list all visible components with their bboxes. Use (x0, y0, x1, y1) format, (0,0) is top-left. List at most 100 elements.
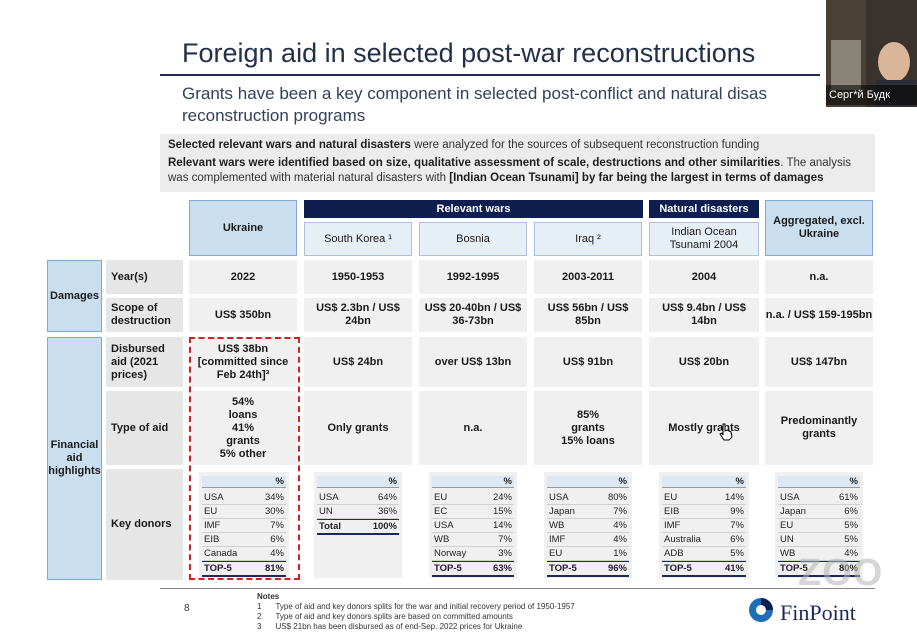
note-item: 1 Type of aid and key donors splits for t… (257, 602, 575, 611)
cell-type-tsunami: Mostly grants (649, 391, 759, 465)
cell-years-ukraine: 2022 (189, 260, 297, 294)
cell-disbursed-iraq: US$ 91bn (534, 337, 642, 387)
donor-row: IMF 7% (202, 520, 286, 533)
cell-type-south-korea: Only grants (304, 391, 412, 465)
intro-box: Selected relevant wars and natural disas… (160, 134, 875, 192)
finpoint-mark-icon (748, 597, 774, 628)
donor-pct-header: % (547, 476, 629, 488)
donor-row: Canada 4% (202, 548, 286, 561)
donor-row: EU 1% (547, 548, 629, 561)
cell-type-aggregated: Predominantly grants (765, 391, 873, 465)
cell-disbursed-bosnia: over US$ 13bn (419, 337, 527, 387)
note-item: 2 Type of aid and key donors splits are b… (257, 612, 513, 621)
donor-pct-header: % (202, 476, 286, 488)
logo-text: FinPoint (780, 599, 856, 625)
intro-line2-bold: Relevant wars were identified based on s… (168, 157, 781, 169)
donors-aggregated: % USA 61% Japan 6% EU 5% UN 5% WB 4% TOP-5 80% (775, 472, 863, 578)
intro-line2-rest: . The analysis was complemented with mat… (168, 157, 852, 184)
cell-scope-iraq: US$ 56bn / US$ 85bn (534, 298, 642, 332)
col-header-south-korea: South Korea ¹ (304, 222, 412, 256)
cell-years-south-korea: 1950-1953 (304, 260, 412, 294)
cell-years-tsunami: 2004 (649, 260, 759, 294)
donor-total-row: TOP-5 96% (547, 561, 629, 577)
cell-type-iraq: 85% grants 15% loans (534, 391, 642, 465)
intro-line1-bold: Selected relevant wars and natural disas… (168, 139, 411, 151)
donor-row: IMF 4% (547, 534, 629, 547)
donor-row: EIB 6% (202, 534, 286, 547)
intro-line1-rest: were analyzed for the sources of subsequ… (410, 139, 760, 151)
donor-row: EC 15% (432, 506, 514, 519)
hand-cursor-icon (718, 423, 734, 446)
donor-row: Norway 3% (432, 548, 514, 561)
donor-pct-header: % (317, 476, 399, 488)
ukraine-highlight-box (189, 337, 300, 580)
donor-total-row: TOP-5 63% (432, 561, 514, 577)
group-header-wars: Relevant wars (304, 200, 643, 218)
cell-scope-aggregated: n.a. / US$ 159-195bn (765, 298, 873, 332)
donor-row: UN 5% (778, 534, 860, 547)
donors-tsunami: % EU 14% EIB 9% IMF 7% Australia 6% ADB 5% TO… (659, 472, 749, 578)
donor-row: EU 30% (202, 506, 286, 519)
donor-total-row: TOP-5 41% (662, 561, 746, 577)
donor-row: WB 7% (432, 534, 514, 547)
cell-disbursed-aggregated: US$ 147bn (765, 337, 873, 387)
donor-pct-header: % (778, 476, 860, 488)
donor-row: UN 36% (317, 506, 399, 519)
notes-heading: Notes (257, 592, 280, 601)
title-divider (160, 74, 820, 76)
donor-row: EU 5% (778, 520, 860, 533)
zoom-watermark: ZOO (798, 552, 884, 594)
donor-row: EIB 9% (662, 506, 746, 519)
donors-bosnia: % EU 24% EC 15% USA 14% WB 7% Norway 3% TOP-5… (429, 472, 517, 578)
donor-row: EU 14% (662, 492, 746, 505)
donors-ukraine: % USA 34% EU 30% IMF 7% EIB 6% Canada 4% TOP-… (199, 472, 289, 578)
participant-name: Серг*й Будк (826, 85, 917, 105)
group-header-disasters: Natural disasters (649, 200, 759, 218)
col-header-aggregated: Aggregated, excl. Ukraine (765, 200, 873, 256)
donor-pct-header: % (662, 476, 746, 488)
page-number: 8 (184, 603, 190, 614)
donor-row: ADB 5% (662, 548, 746, 561)
cell-disbursed-ukraine: US$ 38bn [committed since Feb 24th]³ (189, 337, 297, 387)
cell-years-bosnia: 1992-1995 (419, 260, 527, 294)
row-label-scope: Scope of destruction (106, 298, 183, 332)
section-financial: Financial aid highlights (47, 337, 102, 580)
row-label-donors: Key donors (106, 469, 183, 580)
cell-type-ukraine: 54% loans 41% grants 5% other (189, 391, 297, 465)
donor-total-row: Total 100% (317, 519, 399, 535)
cell-scope-south-korea: US$ 2.3bn / US$ 24bn (304, 298, 412, 332)
footnotes: Notes 1 Type of aid and key donors splits… (257, 592, 575, 632)
donors-iraq: % USA 80% Japan 7% WB 4% IMF 4% EU 1% TOP-5 96… (544, 472, 632, 578)
row-label-years: Year(s) (106, 260, 183, 294)
donor-row: WB 4% (778, 548, 860, 561)
donor-row: USA 14% (432, 520, 514, 533)
donor-row: Japan 6% (778, 506, 860, 519)
donor-row: USA 80% (547, 492, 629, 505)
donor-row: EU 24% (432, 492, 514, 505)
finpoint-logo: FinPoint (748, 597, 856, 628)
cell-scope-ukraine: US$ 350bn (189, 298, 297, 332)
donor-total-row: TOP-5 81% (202, 561, 286, 577)
note-item: 3 US$ 21bn has been disbursed as of end-S… (257, 622, 523, 631)
intro-line2-bold2: [Indian Ocean Tsunami] by far being the … (449, 172, 824, 184)
donor-row: WB 4% (547, 520, 629, 533)
row-label-disbursed: Disbursed aid (2021 prices) (106, 337, 183, 387)
cell-scope-bosnia: US$ 20-40bn / US$ 36-73bn (419, 298, 527, 332)
row-label-type: Type of aid (106, 391, 183, 465)
cell-disbursed-south-korea: US$ 24bn (304, 337, 412, 387)
col-header-bosnia: Bosnia (419, 222, 527, 256)
footer-divider (160, 588, 875, 589)
cell-type-bosnia: n.a. (419, 391, 527, 465)
cell-scope-tsunami: US$ 9.4bn / US$ 14bn (649, 298, 759, 332)
slide-subtitle: Grants have been a key component in sele… (182, 84, 767, 125)
donor-row: Australia 6% (662, 534, 746, 547)
donor-row: USA 64% (317, 492, 399, 505)
col-header-iraq: Iraq ² (534, 222, 642, 256)
cell-years-iraq: 2003-2011 (534, 260, 642, 294)
donor-pct-header: % (432, 476, 514, 488)
col-header-ukraine: Ukraine (189, 200, 297, 256)
slide-title: Foreign aid in selected post-war reconst… (182, 38, 756, 68)
cell-disbursed-tsunami: US$ 20bn (649, 337, 759, 387)
section-damages: Damages (47, 260, 102, 332)
donors-south-korea: % USA 64% UN 36% Total 100% (314, 472, 402, 578)
